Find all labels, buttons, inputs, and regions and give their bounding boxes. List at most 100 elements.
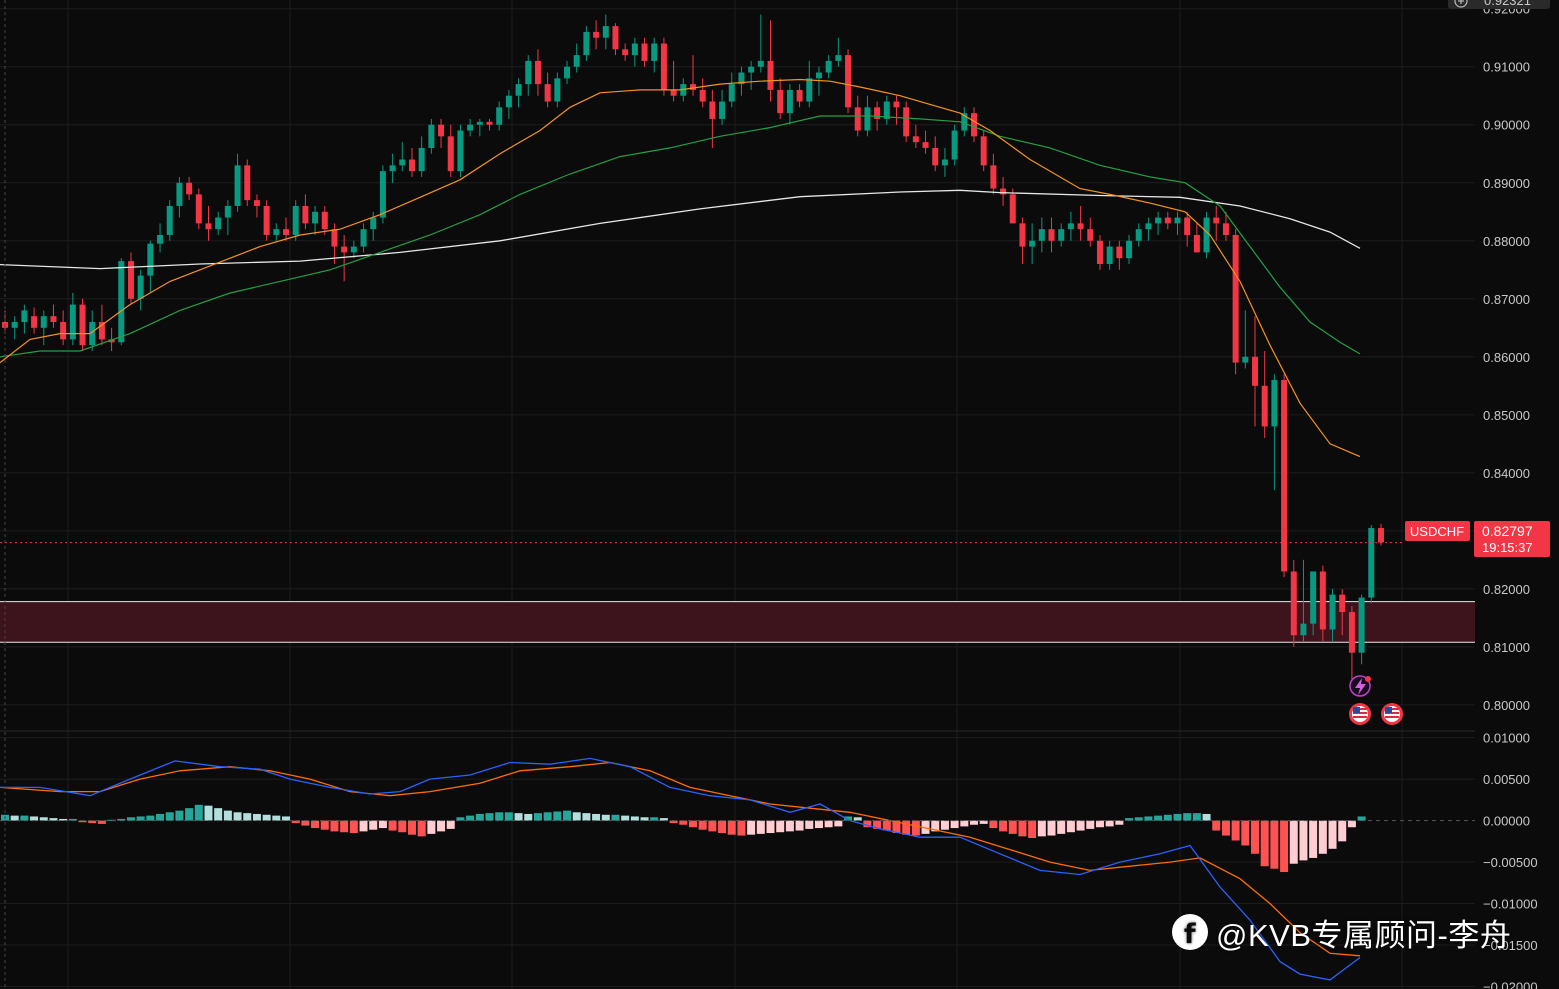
candle-body: [137, 275, 144, 299]
candle-body: [757, 60, 764, 67]
macd-histogram-bar: [456, 817, 465, 821]
macd-histogram-bar: [931, 820, 940, 832]
macd-histogram-bar: [349, 820, 358, 834]
candle-body: [118, 261, 125, 343]
candle-body: [234, 165, 241, 206]
macd-histogram-bar: [1260, 820, 1269, 867]
candle-body: [476, 121, 483, 125]
price-axis[interactable]: 0.920000.910000.900000.890000.880000.870…: [1483, 2, 1530, 713]
macd-histogram-bar: [282, 816, 291, 821]
macd-histogram-bar: [659, 818, 668, 821]
macd-histogram-bar: [1309, 820, 1318, 858]
candle-body: [224, 205, 231, 218]
candle-body: [283, 229, 290, 235]
us-flag-icon[interactable]: [1349, 703, 1371, 725]
macd-histogram-bar: [1154, 815, 1163, 821]
candle-body: [748, 66, 755, 73]
candle-body: [157, 234, 164, 244]
macd-histogram-bar: [921, 820, 930, 834]
candle-body: [21, 310, 28, 322]
candle-body: [1116, 246, 1123, 259]
price-tick-label: 0.82000: [1483, 582, 1530, 597]
candle-body: [815, 72, 822, 79]
plus-icon[interactable]: [1454, 0, 1468, 8]
macd-histogram-bar: [882, 820, 891, 831]
macd-histogram-bar: [10, 815, 19, 821]
candle-body: [166, 205, 173, 235]
us-flag-icon[interactable]: [1381, 703, 1403, 725]
macd-histogram-bar: [563, 810, 572, 821]
macd-histogram-bar: [233, 812, 242, 821]
candle-body: [534, 60, 541, 85]
price-tick-label: 0.84000: [1483, 466, 1530, 481]
macd-histogram-bar: [311, 820, 320, 829]
macd-histogram-bar: [940, 820, 949, 830]
candle-body: [641, 43, 648, 61]
candle-body: [602, 26, 609, 38]
macd-histogram-bar: [59, 818, 68, 821]
macd-histogram-bar: [853, 817, 862, 821]
macd-histogram-bar: [466, 815, 475, 821]
candle-body: [1038, 229, 1045, 241]
candle-body: [1281, 380, 1288, 572]
macd-tick-label: −0.02000: [1483, 980, 1538, 989]
top-price-label: 0.92321: [1484, 0, 1531, 8]
macd-histogram-bar: [727, 820, 736, 835]
macd-histogram-bar: [204, 805, 213, 821]
macd-histogram-bar: [252, 813, 261, 821]
candle-body: [341, 246, 348, 253]
macd-histogram-bar: [747, 820, 756, 835]
macd-histogram: [1, 804, 1366, 873]
macd-histogram-bar: [533, 813, 542, 821]
candle-body: [40, 316, 47, 328]
macd-histogram-bar: [892, 820, 901, 834]
candle-body: [1048, 229, 1055, 241]
support-zone[interactable]: [0, 601, 1475, 643]
macd-histogram-bar: [1347, 820, 1356, 828]
candle-body: [854, 107, 861, 131]
macd-histogram-bar: [1037, 820, 1046, 837]
macd-histogram-bar: [766, 820, 775, 834]
ema-mid-line: [0, 115, 1361, 358]
last-price-labels[interactable]: USDCHF 0.82797 19:15:37: [1405, 521, 1550, 557]
macd-histogram-bar: [136, 816, 145, 821]
macd-histogram-bar: [834, 820, 843, 827]
candle-body: [215, 217, 222, 230]
macd-histogram-bar: [1231, 820, 1240, 841]
macd-axis[interactable]: 0.01000 0.00500 0.00000 −0.00500 −0.01000 −0.…: [1483, 731, 1538, 989]
macd-histogram-bar: [1008, 820, 1017, 834]
macd-histogram-bar: [1105, 820, 1114, 827]
macd-histogram-bar: [1115, 820, 1124, 825]
macd-histogram-bar: [999, 820, 1008, 832]
top-price-header[interactable]: 0.92321: [1448, 0, 1550, 9]
price-tick-label: 0.89000: [1483, 176, 1530, 191]
macd-histogram-bar: [194, 804, 203, 821]
macd-histogram-bar: [437, 820, 446, 832]
candle-body: [302, 205, 309, 224]
candle-body: [1058, 229, 1065, 241]
candle-body: [496, 107, 503, 125]
macd-histogram-bar: [814, 820, 823, 829]
candle-body: [1203, 217, 1210, 253]
candle-body: [796, 89, 803, 102]
lightning-icon[interactable]: [1349, 675, 1371, 697]
macd-histogram-bar: [514, 813, 523, 821]
symbol-label-box: [1405, 521, 1470, 541]
macd-histogram-bar: [543, 812, 552, 821]
macd-tick-label: 0.01000: [1483, 731, 1530, 746]
candle-body: [98, 321, 105, 340]
macd-histogram-bar: [146, 815, 155, 821]
macd-histogram-bar: [1018, 820, 1027, 837]
moving-average-lines: [0, 78, 1361, 458]
candle-body: [1348, 612, 1355, 653]
candle-body: [689, 84, 696, 90]
macd-histogram-bar: [989, 820, 998, 829]
candle-body: [399, 159, 406, 166]
macd-histogram-bar: [1086, 820, 1095, 829]
macd-tick-label: 0.00500: [1483, 772, 1530, 787]
candle-body: [738, 72, 745, 85]
candle-body: [79, 304, 86, 346]
candle-body: [777, 89, 784, 114]
candle-body: [1329, 594, 1336, 630]
